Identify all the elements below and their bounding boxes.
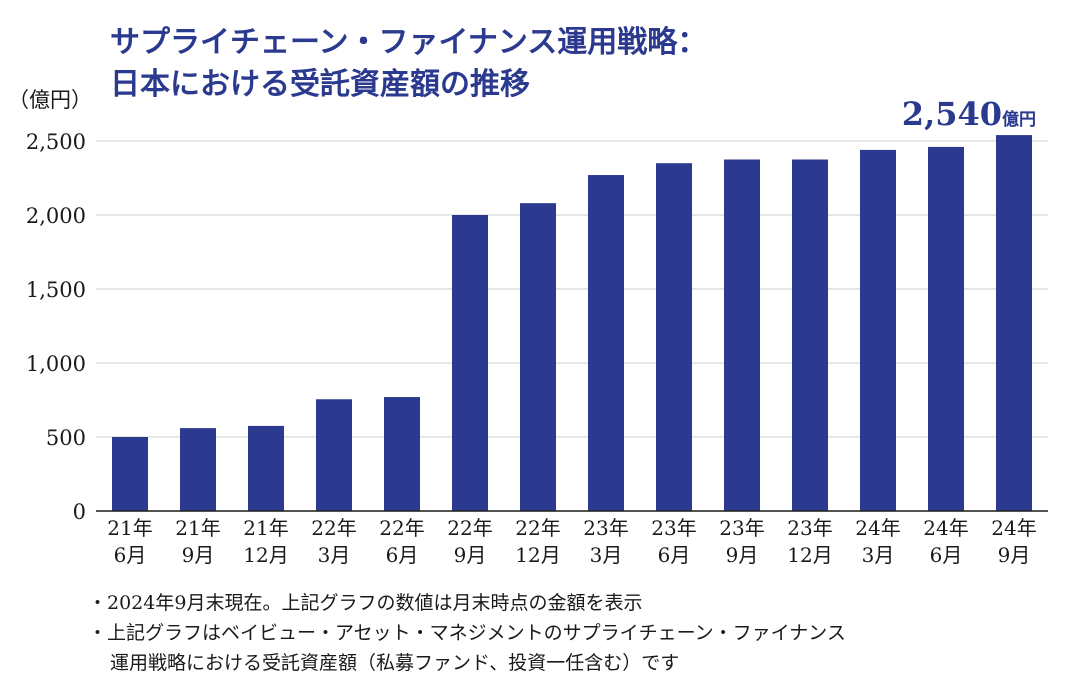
x-tick-label: 12月 <box>515 543 560 567</box>
chart-title: サプライチェーン・ファイナンス運用戦略： 日本における受託資産額の推移 <box>110 22 707 106</box>
bar <box>452 215 488 511</box>
callout-value: 2,540 <box>902 95 1002 133</box>
bar <box>520 203 556 511</box>
last-value-callout: 2,540億円 <box>902 95 1036 133</box>
x-tick-label: 21年 <box>243 516 288 540</box>
bar-chart: 0 500 1,000 1,500 2,000 2,500 21年 6月 21年 9月 21年 12月… <box>26 95 1048 567</box>
bar <box>860 149 896 511</box>
bar <box>180 428 216 511</box>
bar <box>724 159 760 511</box>
x-tick-label: 21年 <box>107 516 152 540</box>
x-tick-label: 22年 <box>515 516 560 540</box>
bar <box>248 425 284 511</box>
x-tick-label: 6月 <box>930 543 963 567</box>
bar <box>316 399 352 511</box>
x-tick-label: 22年 <box>447 516 492 540</box>
bar <box>656 163 692 511</box>
x-tick-label: 24年 <box>991 516 1036 540</box>
x-tick-label: 23年 <box>583 516 628 540</box>
footnote-2: ・上記グラフはベイビュー・アセット・マネジメントのサプライチェーン・ファイナンス <box>88 622 846 644</box>
title-line-2: 日本における受託資産額の推移 <box>110 67 530 102</box>
x-tick-label: 9月 <box>454 543 487 567</box>
x-tick-label: 22年 <box>379 516 424 540</box>
x-tick-label: 21年 <box>175 516 220 540</box>
y-tick-label: 2,000 <box>26 204 86 228</box>
y-tick-label: 500 <box>46 426 86 450</box>
x-tick-label: 6月 <box>114 543 147 567</box>
x-tick-label: 9月 <box>726 543 759 567</box>
x-tick-label: 6月 <box>658 543 691 567</box>
bar <box>996 135 1032 511</box>
y-tick-label: 2,500 <box>26 130 86 154</box>
bar <box>384 397 420 511</box>
bar <box>792 159 828 511</box>
x-tick-label: 12月 <box>243 543 288 567</box>
footnotes: ・2024年9月末現在。上記グラフの数値は月末時点の金額を表示 ・上記グラフはベ… <box>88 588 846 678</box>
callout-unit: 億円 <box>1002 109 1036 130</box>
bar <box>928 146 964 512</box>
footnote-3: 運用戦略における受託資産額（私募ファンド、投資一任含む）です <box>110 652 680 674</box>
y-tick-label: 0 <box>73 500 86 524</box>
x-tick-label: 6月 <box>386 543 419 567</box>
x-tick-label: 3月 <box>590 543 623 567</box>
x-tick-label: 24年 <box>855 516 900 540</box>
x-tick-label: 23年 <box>651 516 696 540</box>
x-tick-label: 22年 <box>311 516 356 540</box>
title-line-1: サプライチェーン・ファイナンス運用戦略： <box>110 25 708 60</box>
x-tick-label: 23年 <box>719 516 764 540</box>
x-tick-label: 24年 <box>923 516 968 540</box>
y-tick-label: 1,000 <box>26 352 86 376</box>
y-tick-label: 1,500 <box>26 278 86 302</box>
y-axis-unit-label: （億円） <box>8 88 92 112</box>
x-tick-label: 3月 <box>862 543 895 567</box>
x-tick-label: 12月 <box>787 543 832 567</box>
x-tick-label: 23年 <box>787 516 832 540</box>
x-tick-label: 3月 <box>318 543 351 567</box>
x-tick-label: 9月 <box>998 543 1031 567</box>
bar <box>588 175 624 512</box>
bar <box>112 437 148 511</box>
x-tick-label: 9月 <box>182 543 215 567</box>
footnote-1: ・2024年9月末現在。上記グラフの数値は月末時点の金額を表示 <box>88 592 643 614</box>
